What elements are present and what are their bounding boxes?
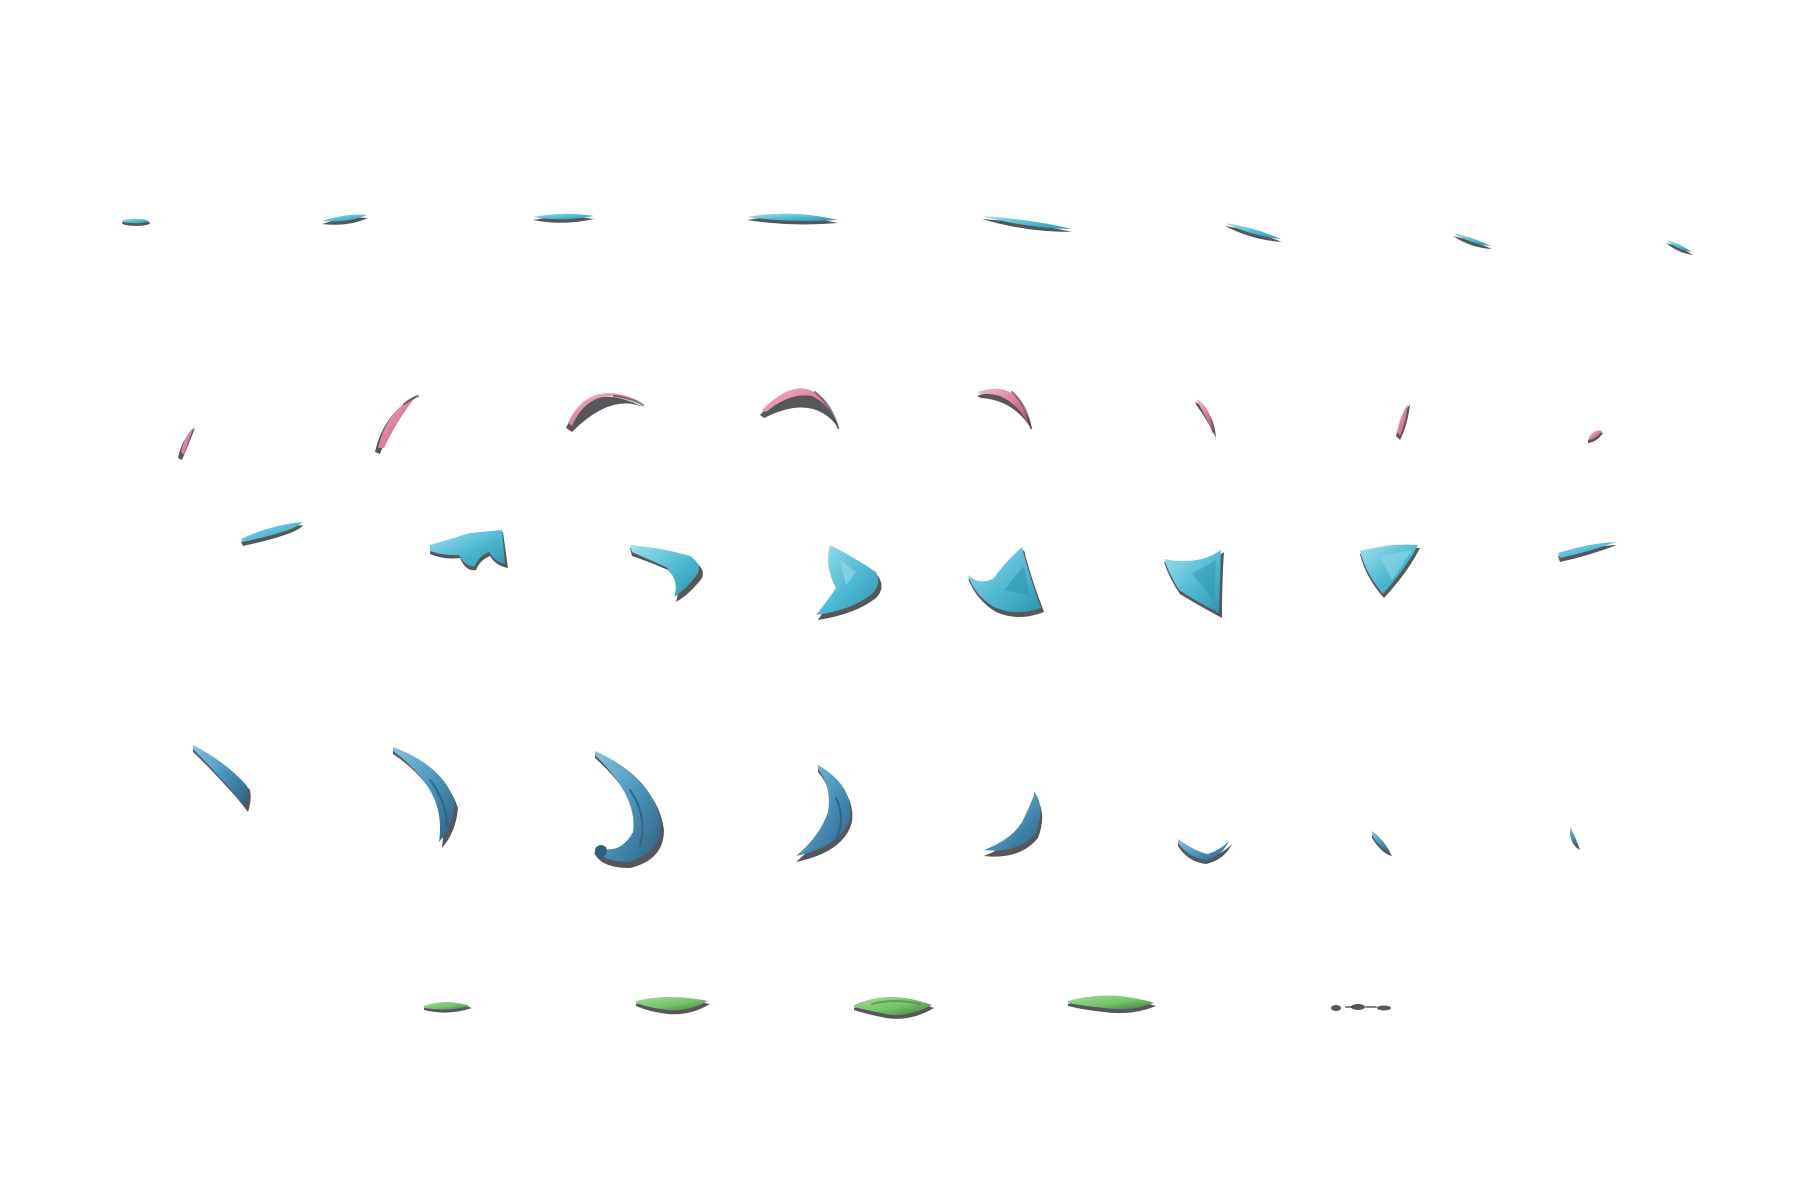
row-cyan-slivers: [122, 213, 1693, 255]
cyan-wedge-shape: [241, 522, 303, 546]
cyan-sliver-shape: [747, 213, 838, 225]
cyan-wedge-shape: [816, 545, 882, 620]
cyan-wedge-shape: [1558, 542, 1617, 562]
row-green-leaves: [424, 995, 1391, 1019]
cyan-sliver-shape: [1225, 223, 1282, 242]
cyan-sliver-shape: [1666, 240, 1693, 255]
blue-crescent-shape: [193, 745, 251, 812]
blue-crescent-shape: [796, 765, 853, 862]
pink-arc-shape: [375, 395, 419, 454]
pink-arc-shape: [178, 427, 195, 460]
blue-crescent-shape: [594, 751, 664, 868]
blue-crescent-shape: [1570, 827, 1580, 850]
cyan-sliver-shape: [533, 213, 594, 223]
cyan-wedge-shape: [968, 547, 1044, 617]
pink-arc-shape: [760, 388, 840, 430]
pink-arc-shape: [566, 393, 645, 432]
green-leaf-shape: [1068, 995, 1156, 1014]
row-pink-arcs: [178, 388, 1603, 460]
pink-arc-shape: [1195, 399, 1216, 438]
cyan-wedge-shape: [1164, 550, 1224, 618]
cyan-sliver-shape: [322, 214, 368, 225]
cyan-sliver-shape: [1453, 233, 1492, 249]
cyan-wedge-shape: [430, 530, 508, 571]
cyan-wedge-shape: [630, 545, 703, 602]
blue-crescent-shape: [1178, 839, 1232, 864]
cyan-wedge-shape: [1360, 544, 1420, 598]
blue-crescent-shape: [984, 791, 1043, 857]
cyan-sliver-shape: [122, 218, 150, 226]
green-leaf-shape: [854, 997, 934, 1019]
green-leaf-shape: [636, 997, 710, 1015]
pink-arc-shape: [1588, 430, 1603, 443]
cyan-sliver-shape: [982, 216, 1072, 232]
blue-crescent-shape: [393, 747, 458, 848]
pink-arc-shape: [977, 388, 1032, 430]
blue-crescent-shape: [1372, 831, 1392, 856]
green-leaf-shape: [1331, 1004, 1391, 1011]
row-cyan-wedges: [241, 522, 1617, 620]
pink-arc-shape: [1396, 404, 1410, 440]
green-leaf-shape: [424, 1002, 472, 1013]
row-blue-crescents: [193, 745, 1580, 868]
